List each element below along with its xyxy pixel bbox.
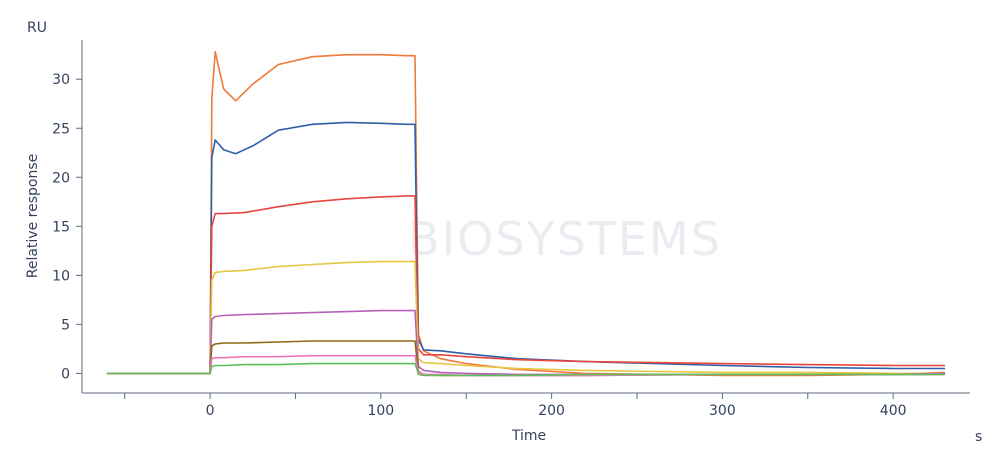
y-tick-label: 20 (52, 170, 70, 186)
series-line-8 (106, 362, 946, 377)
y-tick-label: 0 (61, 366, 70, 382)
y-axis-ticks: 0 5 10 15 20 25 30 (52, 72, 82, 382)
y-tick-label: 15 (52, 219, 70, 235)
series-line-3 (106, 195, 946, 375)
y-tick-label: 5 (61, 317, 70, 333)
x-tick-label: 100 (367, 403, 394, 419)
watermark-text: BIOSYSTEMS (408, 212, 722, 266)
series-line-4 (106, 260, 946, 375)
y-tick-label: 30 (52, 72, 70, 88)
x-tick-label: 200 (538, 403, 565, 419)
x-tick-label: 300 (709, 403, 736, 419)
x-unit-label: s (975, 429, 982, 445)
x-axis-ticks: 0 100 200 300 400 (124, 393, 907, 419)
x-tick-label: 400 (880, 403, 907, 419)
x-tick-label: 0 (206, 403, 215, 419)
y-axis-title: Relative response (25, 154, 41, 279)
y-unit-label: RU (27, 20, 47, 36)
y-tick-label: 25 (52, 121, 70, 137)
y-tick-label: 10 (52, 268, 70, 284)
series-lines (106, 50, 946, 377)
x-axis-title: Time (511, 428, 546, 444)
